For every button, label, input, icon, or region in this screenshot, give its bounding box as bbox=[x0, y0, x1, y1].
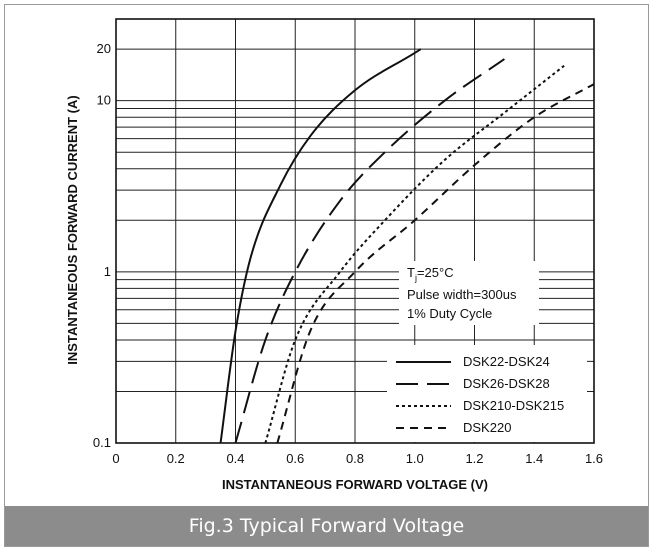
svg-text:Tj=25°C: Tj=25°C bbox=[407, 265, 454, 283]
plot-border bbox=[115, 18, 595, 444]
temp-value: =25°C bbox=[417, 265, 454, 280]
chart-curves bbox=[219, 48, 595, 444]
legend-label-2: DSK210-DSK215 bbox=[463, 398, 564, 413]
temp-subscript: j bbox=[414, 273, 417, 283]
series-line-2 bbox=[264, 64, 565, 444]
forward-voltage-chart: 0 0.2 0.4 0.6 0.8 1.0 1.2 1.4 1.6 0.1 1 10 20 INSTA… bbox=[65, 18, 603, 492]
legend-lines bbox=[396, 361, 451, 429]
x-tick-label: 1.6 bbox=[585, 451, 603, 466]
x-tick-label: 1.0 bbox=[406, 451, 424, 466]
x-tick-label: 0 bbox=[112, 451, 119, 466]
x-tick-label: 0.6 bbox=[286, 451, 304, 466]
duty-cycle-note: 1% Duty Cycle bbox=[407, 306, 492, 321]
x-tick-label: 0.8 bbox=[346, 451, 364, 466]
y-tick-labels: 0.1 1 10 20 bbox=[93, 41, 111, 450]
figure-caption: Fig.3 Typical Forward Voltage bbox=[5, 506, 648, 546]
legend-label-1: DSK26-DSK28 bbox=[463, 376, 550, 391]
pulse-width-note: Pulse width=300us bbox=[407, 287, 517, 302]
figure-frame: 0 0.2 0.4 0.6 0.8 1.0 1.2 1.4 1.6 0.1 1 10 20 INSTA… bbox=[4, 4, 649, 547]
series-line-3 bbox=[276, 83, 595, 444]
x-tick-label: 0.4 bbox=[226, 451, 244, 466]
y-tick-label: 10 bbox=[97, 93, 111, 108]
x-tick-label: 0.2 bbox=[167, 451, 185, 466]
series-line-1 bbox=[234, 58, 505, 444]
x-axis-label: INSTANTANEOUS FORWARD VOLTAGE (V) bbox=[222, 477, 488, 492]
x-tick-label: 1.4 bbox=[525, 451, 543, 466]
temp-symbol: T bbox=[407, 265, 415, 280]
conditions-annotation: Tj=25°C Pulse width=300us 1% Duty Cycle bbox=[399, 261, 539, 325]
legend-label-0: DSK22-DSK24 bbox=[463, 354, 550, 369]
y-tick-label: 0.1 bbox=[93, 435, 111, 450]
chart-legend: DSK22-DSK24 DSK26-DSK28 DSK210-DSK215 DS… bbox=[387, 345, 587, 442]
y-axis-label: INSTANTANEOUS FORWARD CURRENT (A) bbox=[65, 95, 80, 364]
x-tick-label: 1.2 bbox=[465, 451, 483, 466]
series-line-0 bbox=[219, 48, 422, 444]
y-tick-label: 20 bbox=[97, 41, 111, 56]
x-tick-labels: 0 0.2 0.4 0.6 0.8 1.0 1.2 1.4 1.6 bbox=[112, 451, 603, 466]
y-tick-label: 1 bbox=[104, 264, 111, 279]
legend-label-3: DSK220 bbox=[463, 420, 511, 435]
